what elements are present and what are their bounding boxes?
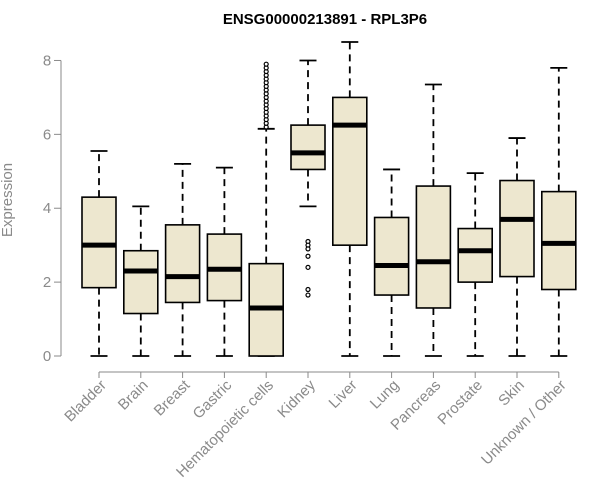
y-tick-label: 4 [43, 200, 51, 217]
boxes-group [81, 41, 577, 357]
y-tick-label: 6 [43, 126, 51, 143]
x-tick-label: Brain [115, 377, 152, 414]
box-gastric [206, 166, 243, 357]
iqr-box [164, 224, 201, 304]
outlier-point [305, 286, 311, 293]
iqr-box [457, 227, 494, 283]
outlier-point [305, 253, 311, 259]
outlier-point [305, 292, 311, 298]
outlier-point [305, 264, 311, 270]
box-unknown-other [540, 66, 577, 357]
box-prostate [457, 172, 494, 357]
y-axis: 0 2 4 6 8 [43, 52, 62, 365]
x-tick-label: Bladder [61, 377, 110, 426]
outlier-point [305, 246, 311, 252]
box-skin [499, 137, 535, 357]
iqr-box [81, 196, 117, 289]
x-tick-label: Kidney [274, 376, 319, 421]
iqr-box [290, 124, 326, 171]
box-lung [373, 168, 410, 357]
y-tick-label: 0 [43, 348, 51, 365]
iqr-box [373, 216, 410, 296]
iqr-box [123, 249, 159, 315]
x-tick-label: Breast [151, 376, 194, 419]
chart-title: ENSG00000213891 - RPL3P6 [223, 11, 427, 28]
x-tick-label: Liver [326, 377, 361, 412]
iqr-box [499, 179, 535, 278]
iqr-box [331, 96, 368, 246]
box-bladder [81, 150, 117, 357]
x-tick-label: Skin [495, 377, 528, 410]
y-tick-label: 2 [43, 274, 51, 291]
iqr-box [540, 190, 577, 291]
box-brain [123, 205, 159, 357]
box-liver [331, 41, 368, 357]
box-pancreas [415, 83, 452, 357]
box-hematopoietic-cells [248, 61, 284, 357]
y-tick-label: 8 [43, 52, 51, 69]
box-breast [164, 163, 201, 357]
outlier-point [263, 61, 269, 67]
box-kidney [290, 59, 326, 298]
y-axis-label: Expression [0, 163, 16, 237]
x-tick-label: Lung [367, 377, 403, 413]
x-tick-label: Prostate [434, 377, 486, 429]
iqr-box [415, 185, 452, 309]
